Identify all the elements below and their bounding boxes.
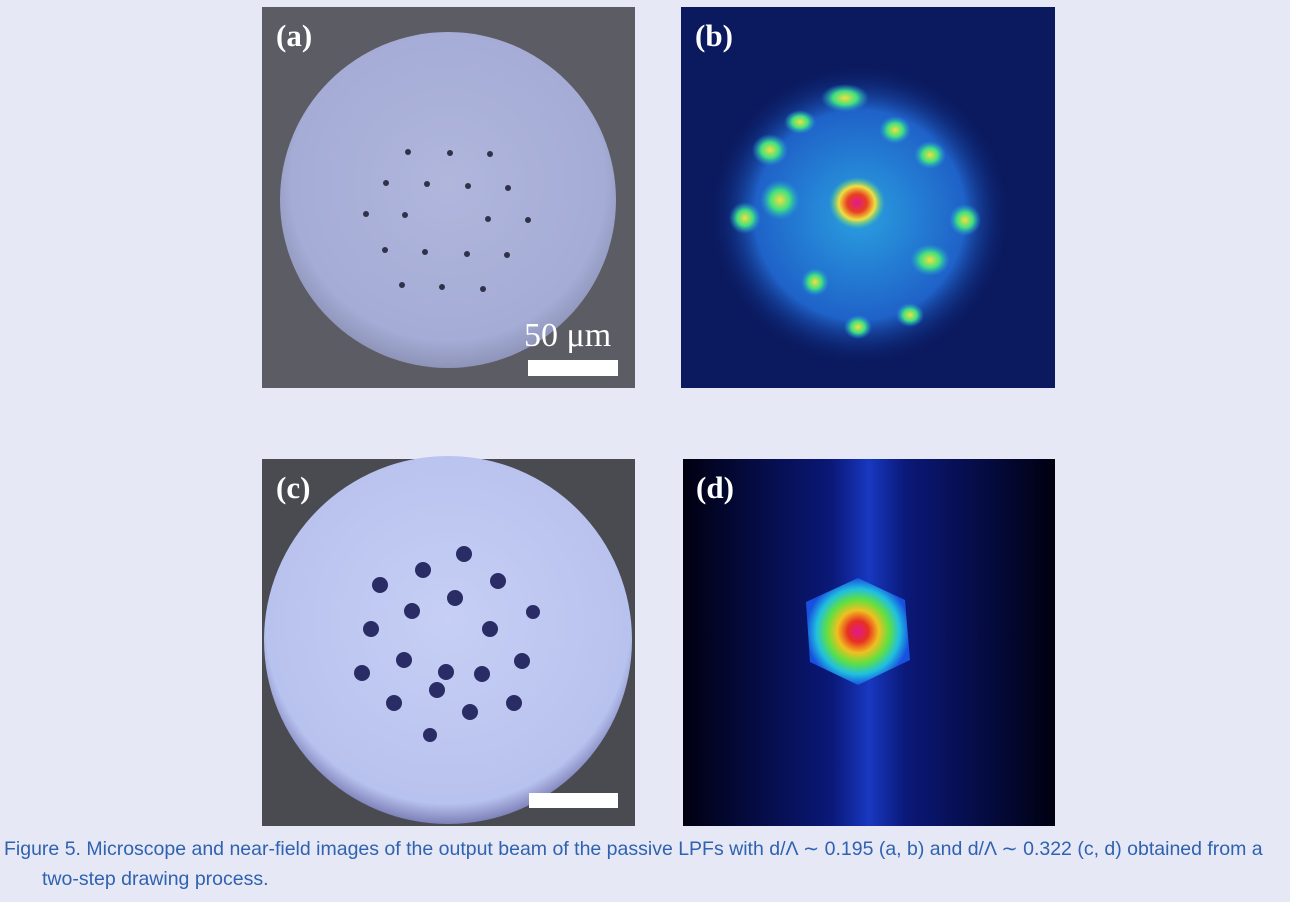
panel-a: (a) 50 μm — [262, 7, 635, 388]
panel-label: (c) — [276, 470, 310, 505]
panel-label: (a) — [276, 18, 312, 53]
page: {"figure": { "panels": [ {"label": "(a)"… — [0, 0, 1290, 902]
panel-label: (d) — [696, 470, 734, 505]
scale-bar — [529, 793, 618, 808]
figure-caption: Figure 5. Microscope and near-field imag… — [4, 834, 1286, 894]
figure: (a) 50 μm (b) (c) — [0, 0, 1290, 830]
panel-label: (b) — [695, 18, 733, 53]
fiber-facet — [264, 456, 632, 824]
panel-d: (d) — [683, 459, 1055, 826]
scale-bar — [528, 360, 618, 376]
panel-b: (b) — [681, 7, 1055, 388]
panel-c: (c) — [262, 456, 635, 826]
scale-bar-label: 50 μm — [524, 317, 611, 354]
